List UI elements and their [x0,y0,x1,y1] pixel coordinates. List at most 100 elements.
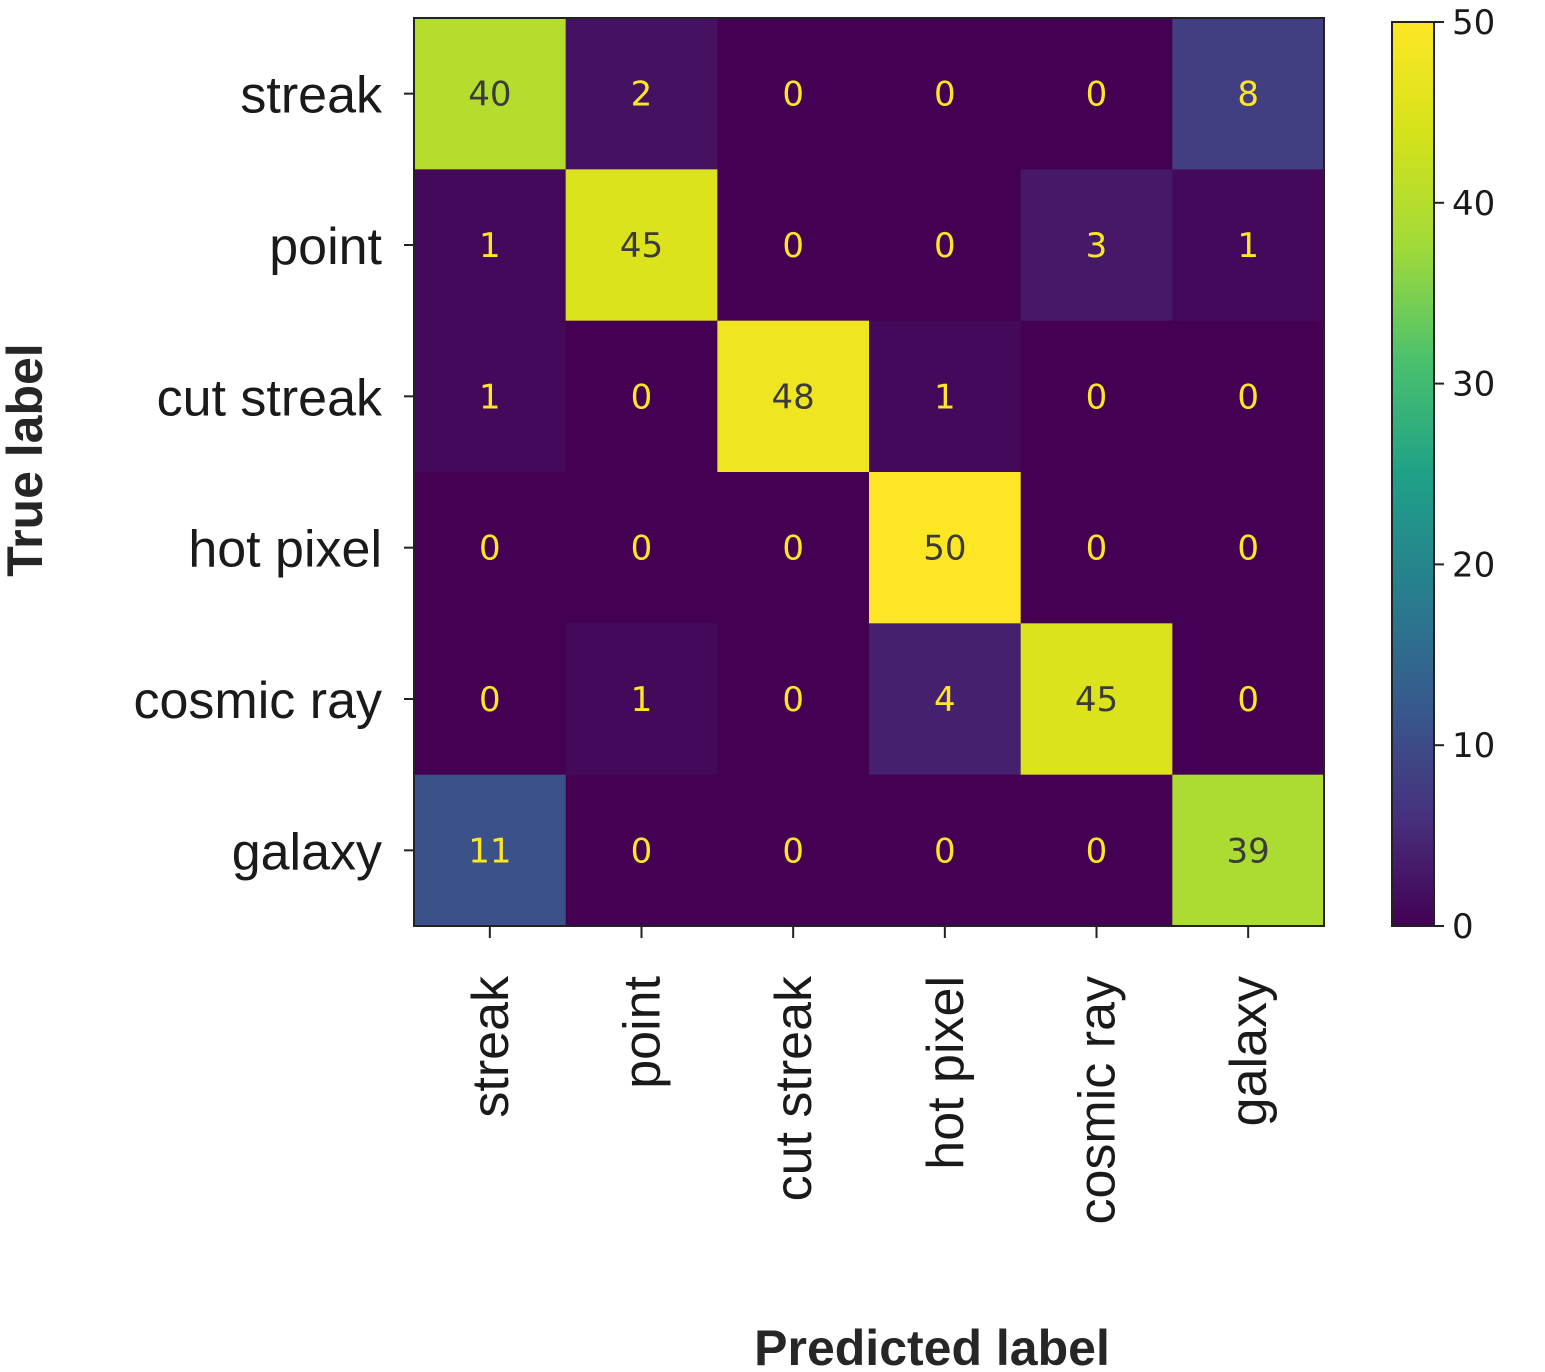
heatmap-cell [1172,169,1325,322]
heatmap-cell [1172,774,1325,927]
heatmap-cell [717,472,870,624]
colorbar-tick-label: 40 [1452,184,1495,224]
cell-value-label: 1 [479,377,501,417]
heatmap-cell [565,18,718,170]
y-axis-title: True label [0,343,53,576]
colorbar-tick-label: 30 [1452,365,1495,405]
heatmap-cell [1020,18,1173,170]
heatmap-cell [869,623,1022,776]
cell-value-label: 0 [934,75,956,115]
heatmap-cell [1172,472,1325,624]
heatmap-cell [565,774,718,927]
heatmap-cell [869,169,1022,322]
cell-value-label: 4 [934,680,956,720]
heatmap-cell [869,774,1022,927]
cell-value-label: 0 [782,529,804,569]
cell-value-label: 0 [1237,529,1259,569]
cell-value-label: 0 [934,226,956,266]
heatmap-cell [565,472,718,624]
colorbar-tick-label: 20 [1452,545,1495,585]
cell-value-label: 39 [1227,831,1270,871]
x-tick-label: hot pixel [917,976,975,1170]
colorbar-tick-label: 0 [1452,907,1474,947]
heatmap-cell [869,18,1022,170]
y-tick-label: galaxy [232,823,382,881]
cell-value-label: 0 [1237,680,1259,720]
cell-value-label: 50 [923,529,966,569]
cell-value-label: 0 [1086,377,1108,417]
cell-value-label: 0 [1086,75,1108,115]
heatmap-cell [565,320,718,473]
heatmap-cell [1020,623,1173,776]
heatmap-cell [717,169,870,322]
cell-value-label: 0 [631,529,653,569]
heatmap-cell [1020,472,1173,624]
cell-value-label: 0 [631,831,653,871]
cell-value-label: 0 [479,529,501,569]
cell-value-label: 0 [782,831,804,871]
heatmap-cell [1172,320,1325,473]
cell-value-label: 2 [631,75,653,115]
heatmap-cell [414,472,567,624]
x-tick-label: cosmic ray [1069,976,1127,1224]
heatmap-cell [414,623,567,776]
cell-value-label: 0 [782,75,804,115]
y-tick-label: streak [240,67,383,125]
x-tick-label: streak [462,975,520,1118]
cell-value-label: 45 [1075,680,1118,720]
x-tick-label: galaxy [1220,976,1278,1126]
x-axis-title: Predicted label [754,1320,1110,1372]
cell-value-label: 1 [1237,226,1259,266]
heatmap-cell [1172,623,1325,776]
y-axis-ticks: streak point cut streak hot pixel cosmic ray… [134,67,414,881]
cell-value-label: 11 [468,831,511,871]
cell-values: 40 2 0 0 0 81 45 0 0 3 11 0 48 1 0 00 0 0 50 0 00 1 0 4 45 011 0 0 0… [468,75,1270,872]
cell-value-label: 48 [772,377,815,417]
cell-value-label: 1 [934,377,956,417]
heatmap-cell [1020,169,1173,322]
heatmap-cell [869,320,1022,473]
cell-value-label: 8 [1237,75,1259,115]
cell-value-label: 3 [1086,226,1108,266]
heatmap-cells [414,18,1325,927]
heatmap-cell [414,18,567,170]
cell-value-label: 0 [479,680,501,720]
cell-value-label: 0 [1237,377,1259,417]
heatmap-cell [717,774,870,927]
cell-value-label: 0 [782,226,804,266]
y-tick-label: cut streak [157,369,383,427]
heatmap-cell [414,169,567,322]
x-tick-label: point [614,975,672,1088]
cell-value-label: 40 [468,75,511,115]
cell-value-label: 0 [934,831,956,871]
x-tick-label: cut streak [765,975,823,1201]
cell-value-label: 1 [479,226,501,266]
x-axis-ticks: streak point cut streak hot pixel cosmic ray… [462,926,1278,1224]
y-tick-label: hot pixel [188,521,382,579]
cell-value-label: 1 [631,680,653,720]
colorbar-tick-label: 10 [1452,726,1495,766]
cell-value-label: 0 [782,680,804,720]
heatmap-cell [717,18,870,170]
heatmap-cell [565,169,718,322]
heatmap-cell [565,623,718,776]
colorbar-gradient [1391,21,1435,927]
heatmap-cell [1020,320,1173,473]
heatmap-cell [1020,774,1173,927]
plot-frame [413,17,1325,927]
cell-value-label: 0 [1086,831,1108,871]
colorbar: 0 10 20 30 40 50 [1391,3,1495,947]
y-tick-label: point [269,218,382,276]
colorbar-ticks: 0 10 20 30 40 50 [1434,3,1495,947]
heatmap-cell [414,320,567,473]
heatmap-cell [414,774,567,927]
cell-value-label: 0 [631,377,653,417]
colorbar-tick-label: 50 [1452,3,1495,43]
y-tick-label: cosmic ray [134,672,382,730]
heatmap-cell [869,472,1022,624]
heatmap-cell [717,623,870,776]
heatmap-cell [717,320,870,473]
cell-value-label: 45 [620,226,663,266]
cell-value-label: 0 [1086,529,1108,569]
